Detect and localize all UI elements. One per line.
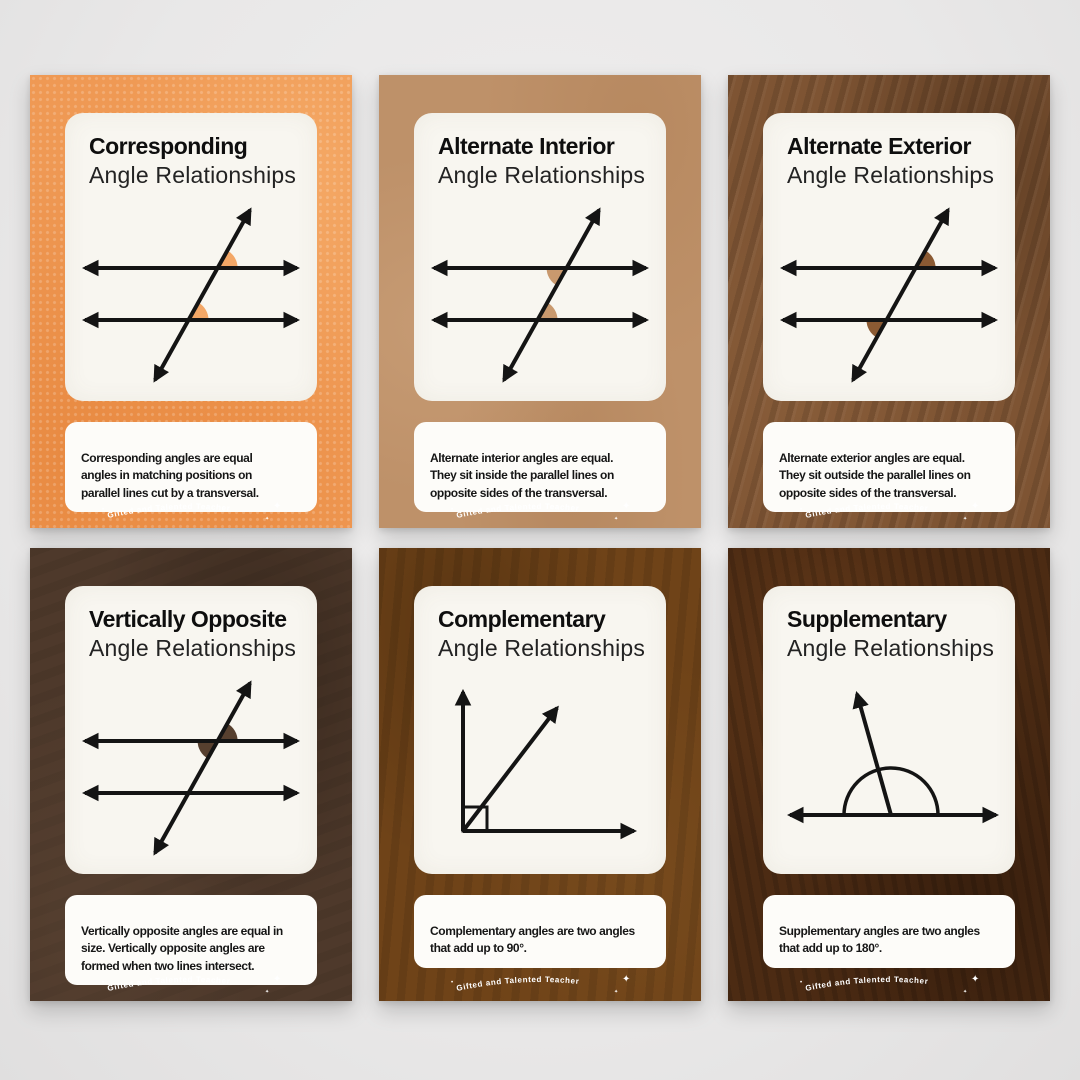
card-subtitle: Angle Relationships	[89, 161, 297, 188]
parallel-lines-transversal-diagram	[779, 207, 999, 383]
card-complementary: Complementary Angle Relationships Comple…	[379, 548, 701, 1001]
card-subtitle: Angle Relationships	[787, 634, 995, 661]
card-subtitle: Angle Relationships	[89, 634, 297, 661]
card-titles: Alternate Exterior Angle Relationships	[787, 133, 1007, 189]
star-icon: ✦	[622, 501, 630, 512]
parallel-lines-transversal-diagram	[81, 207, 301, 383]
card-subtitle: Angle Relationships	[787, 161, 995, 188]
star-icon: ✦	[971, 974, 979, 985]
brand-footer: Gifted and Talented Teacher ✦ ✦ •	[451, 974, 630, 995]
brand-arc-text: Gifted and Talented Teacher	[456, 502, 580, 520]
description-text: Alternate interior angles are equal. The…	[430, 450, 614, 500]
card-titles: Corresponding Angle Relationships	[89, 133, 309, 189]
brand-footer: Gifted and Talented Teacher ✦ ✦ •	[451, 501, 630, 522]
card-alternate-exterior: Alternate Exterior Angle Relationships A…	[728, 75, 1050, 528]
card-subtitle: Angle Relationships	[438, 161, 646, 188]
transversal-line	[502, 207, 601, 383]
star-icon: ✦	[265, 989, 269, 995]
svg-text:Gifted and Talented Teacher: Gifted and Talented Teacher	[107, 502, 231, 520]
card-titles: Vertically Opposite Angle Relationships	[89, 606, 309, 662]
parallel-lines-transversal-diagram	[81, 680, 301, 856]
star-icon: ✦	[963, 516, 967, 522]
description-text: Complementary angles are two angles that…	[430, 923, 635, 956]
description-box: Alternate interior angles are equal. The…	[414, 422, 666, 513]
star-icon: ✦	[614, 516, 618, 522]
dot-icon: •	[800, 980, 802, 986]
card-titles: Alternate Interior Angle Relationships	[438, 133, 658, 189]
description-box: Corresponding angles are equal angles in…	[65, 422, 317, 513]
brand-arc-text: Gifted and Talented Teacher	[107, 502, 231, 520]
description-text: Alternate exterior angles are equal. The…	[779, 450, 971, 500]
card-corresponding: Corresponding Angle Relationships Corres…	[30, 75, 352, 528]
brand-footer: Gifted and Talented Teacher ✦ ✦ •	[800, 974, 979, 995]
card-alternate-interior: Alternate Interior Angle Relationships A…	[379, 75, 701, 528]
card-title: Corresponding	[89, 133, 248, 159]
dot-icon: •	[102, 507, 104, 513]
card-title: Complementary	[438, 606, 606, 632]
dot-icon: •	[451, 980, 453, 986]
brand-arc-text: Gifted and Talented Teacher	[805, 502, 929, 520]
card-titles: Supplementary Angle Relationships	[787, 606, 1007, 662]
panel: Vertically Opposite Angle Relationships	[65, 586, 317, 874]
dot-icon: •	[102, 980, 104, 986]
star-icon: ✦	[273, 974, 281, 985]
panel: Alternate Interior Angle Relationships	[414, 113, 666, 401]
parallel-lines-transversal-diagram	[430, 207, 650, 383]
card-vertically-opposite: Vertically Opposite Angle Relationships …	[30, 548, 352, 1001]
card-title: Vertically Opposite	[89, 606, 287, 632]
description-box: Vertically opposite angles are equal in …	[65, 895, 317, 986]
panel: Supplementary Angle Relationships	[763, 586, 1015, 874]
description-text: Corresponding angles are equal angles in…	[81, 450, 259, 500]
description-box: Supplementary angles are two angles that…	[763, 895, 1015, 968]
description-box: Complementary angles are two angles that…	[414, 895, 666, 968]
brand-arc-text: Gifted and Talented Teacher	[456, 975, 580, 993]
star-icon: ✦	[273, 501, 281, 512]
card-title: Supplementary	[787, 606, 947, 632]
card-subtitle: Angle Relationships	[438, 634, 646, 661]
star-icon: ✦	[265, 516, 269, 522]
star-icon: ✦	[971, 501, 979, 512]
card-title: Alternate Exterior	[787, 133, 972, 159]
svg-text:Gifted and Talented Teacher: Gifted and Talented Teacher	[805, 502, 929, 520]
star-icon: ✦	[614, 989, 618, 995]
description-text: Vertically opposite angles are equal in …	[81, 923, 283, 973]
poster-grid: Corresponding Angle Relationships Corres…	[30, 75, 1050, 1001]
right-angle-diagram	[454, 688, 638, 840]
panel: Alternate Exterior Angle Relationships	[763, 113, 1015, 401]
panel: Corresponding Angle Relationships	[65, 113, 317, 401]
star-icon: ✦	[963, 989, 967, 995]
diagonal-ray	[461, 705, 559, 833]
svg-text:Gifted and Talented Teacher: Gifted and Talented Teacher	[456, 502, 580, 520]
dot-icon: •	[800, 507, 802, 513]
brand-footer: Gifted and Talented Teacher ✦ ✦ •	[102, 974, 281, 995]
card-title: Alternate Interior	[438, 133, 615, 159]
transversal-line	[153, 680, 252, 856]
tilted-ray	[852, 691, 893, 816]
panel: Complementary Angle Relationships	[414, 586, 666, 874]
semicircle-arc	[842, 766, 940, 816]
svg-text:Gifted and Talented Teacher: Gifted and Talented Teacher	[805, 975, 929, 993]
dot-icon: •	[451, 507, 453, 513]
straight-angle-diagram	[786, 691, 1000, 824]
svg-text:Gifted and Talented Teacher: Gifted and Talented Teacher	[107, 975, 231, 993]
transversal-line	[153, 207, 252, 383]
description-text: Supplementary angles are two angles that…	[779, 923, 980, 956]
transversal-line	[851, 207, 950, 383]
brand-footer: Gifted and Talented Teacher ✦ ✦ •	[102, 501, 281, 522]
svg-text:Gifted and Talented Teacher: Gifted and Talented Teacher	[456, 975, 580, 993]
description-box: Alternate exterior angles are equal. The…	[763, 422, 1015, 513]
card-supplementary: Supplementary Angle Relationships Supple…	[728, 548, 1050, 1001]
brand-footer: Gifted and Talented Teacher ✦ ✦ •	[800, 501, 979, 522]
card-titles: Complementary Angle Relationships	[438, 606, 658, 662]
star-icon: ✦	[622, 974, 630, 985]
brand-arc-text: Gifted and Talented Teacher	[805, 975, 929, 993]
brand-arc-text: Gifted and Talented Teacher	[107, 975, 231, 993]
